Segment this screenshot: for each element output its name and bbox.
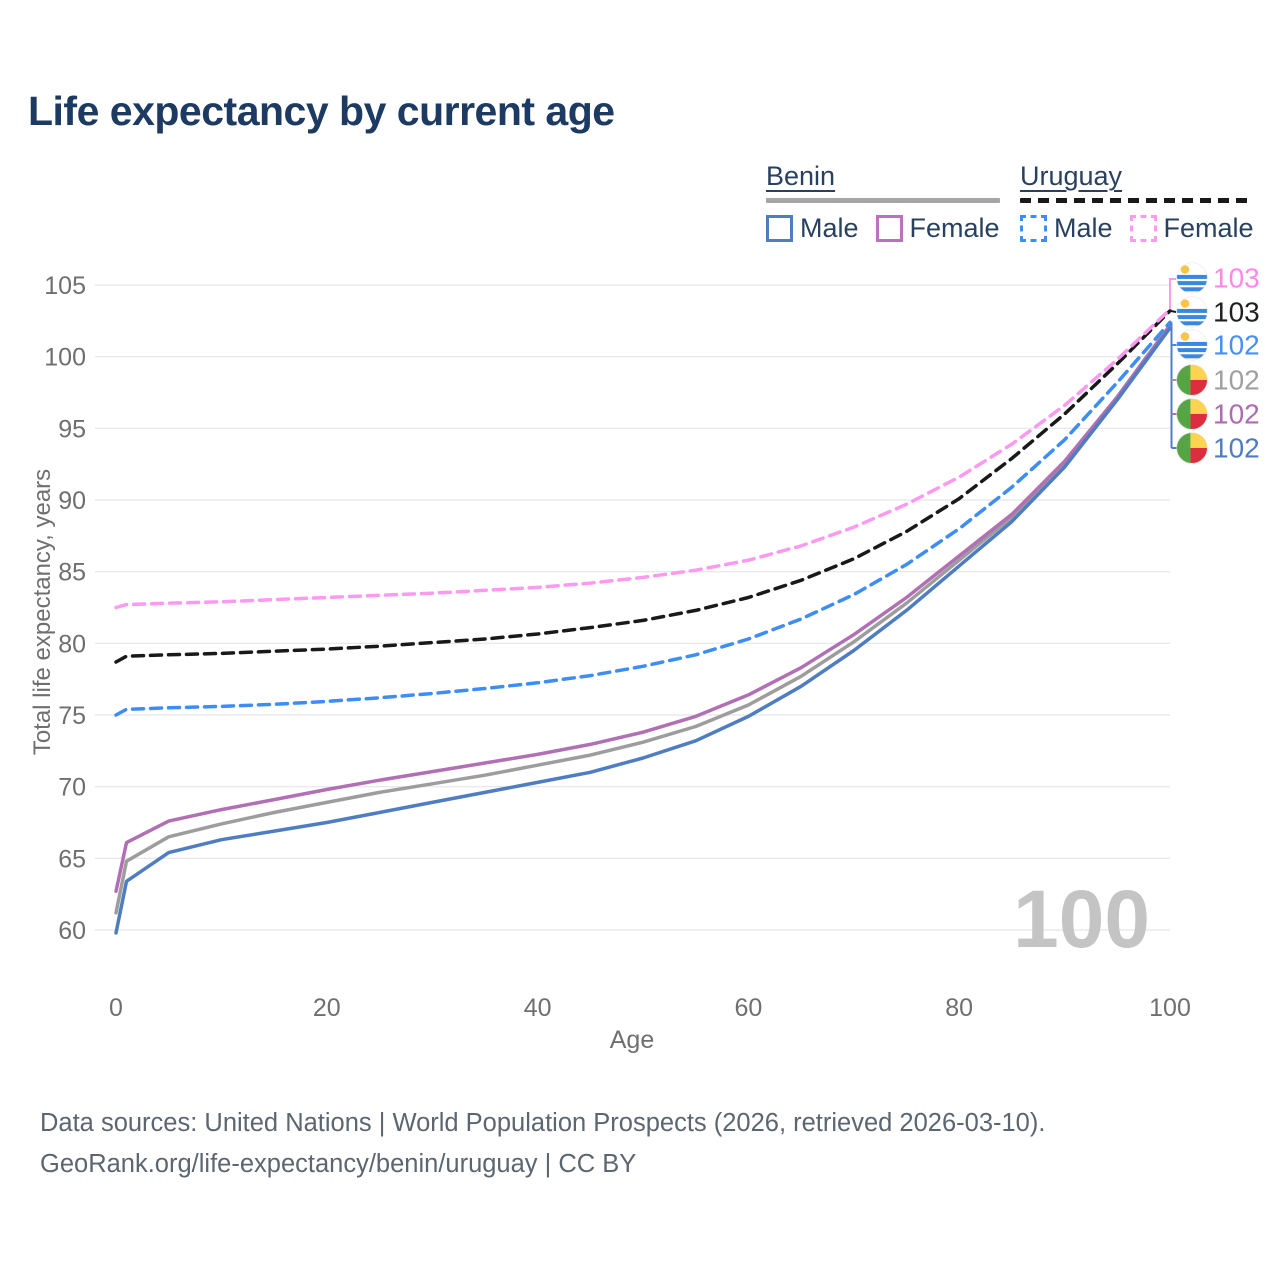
legend-items-uruguay: Male Female	[1020, 213, 1254, 244]
end-label: 102	[1213, 365, 1260, 396]
y-tick-label: 95	[58, 415, 86, 443]
end-label: 102	[1213, 330, 1260, 361]
legend-item-uruguay-male[interactable]: Male	[1020, 213, 1113, 244]
flag-icon-uruguay	[1176, 329, 1208, 361]
footer-source-line: Data sources: United Nations | World Pop…	[40, 1109, 1046, 1137]
flag-icon-uruguay	[1176, 296, 1208, 328]
flag-icon-benin	[1176, 398, 1208, 430]
y-tick-label: 60	[58, 917, 86, 945]
flag-icon-benin	[1176, 432, 1208, 464]
x-tick-label: 100	[1149, 994, 1191, 1022]
x-tick-label: 0	[109, 994, 123, 1022]
page-title: Life expectancy by current age	[28, 88, 615, 134]
legend-item-benin-male-label: Male	[800, 213, 859, 243]
legend-group-uruguay: Uruguay Male Female	[1020, 161, 1254, 244]
legend-country-benin[interactable]: Benin	[766, 161, 1000, 203]
series-line-uruguay-male	[114, 320, 1172, 717]
y-tick-label: 85	[58, 559, 86, 587]
end-label: 102	[1213, 433, 1260, 464]
legend-items-benin: Male Female	[766, 213, 1000, 244]
flag-icon-uruguay	[1176, 262, 1208, 294]
series-line-uruguay-female	[114, 307, 1172, 610]
x-tick-label: 40	[524, 994, 552, 1022]
end-label: 103	[1213, 297, 1260, 328]
legend-item-uruguay-female-label: Female	[1163, 213, 1254, 243]
flag-icon-benin	[1176, 364, 1208, 396]
end-label: 102	[1213, 399, 1260, 430]
y-tick-label: 90	[58, 487, 86, 515]
legend-item-uruguay-male-label: Male	[1054, 213, 1113, 243]
x-axis-title: Age	[609, 1026, 655, 1054]
x-tick-label: 60	[734, 994, 762, 1022]
uruguay-female-swatch-icon	[1129, 215, 1157, 242]
legend-item-benin-male[interactable]: Male	[766, 213, 859, 244]
y-tick-label: 75	[58, 702, 86, 730]
legend-item-benin-female-label: Female	[909, 213, 1000, 243]
legend-country-uruguay[interactable]: Uruguay	[1020, 161, 1254, 203]
x-tick-label: 20	[313, 994, 341, 1022]
footer-url-line: GeoRank.org/life-expectancy/benin/urugua…	[40, 1150, 637, 1178]
y-tick-label: 105	[44, 272, 86, 300]
leader-line-uruguay-female	[1169, 278, 1176, 310]
benin-line-style-swatch	[766, 198, 1000, 203]
footer: Data sources: United Nations | World Pop…	[40, 1103, 1045, 1185]
benin-female-swatch-icon	[875, 215, 903, 242]
y-axis-title: Total life expectancy, years	[29, 468, 56, 756]
benin-male-swatch-icon	[766, 215, 793, 242]
series-line-uruguay-total	[114, 309, 1172, 664]
series-line-benin-total	[114, 324, 1172, 915]
uruguay-male-swatch-icon	[1020, 215, 1047, 242]
y-tick-label: 100	[44, 344, 86, 372]
legend-group-benin: Benin Male Female	[766, 161, 1000, 244]
y-tick-label: 70	[58, 774, 86, 802]
series-line-benin-male	[114, 326, 1172, 935]
legend-item-uruguay-female[interactable]: Female	[1129, 213, 1254, 244]
legend-country-uruguay-label: Uruguay	[1020, 161, 1123, 191]
legend-item-benin-female[interactable]: Female	[875, 213, 1000, 244]
leader-line-uruguay-total	[1169, 309, 1177, 313]
age-watermark: 100	[1013, 874, 1150, 965]
y-tick-label: 65	[58, 845, 86, 873]
y-tick-label: 80	[58, 630, 86, 658]
legend-country-benin-label: Benin	[766, 161, 836, 191]
x-tick-label: 80	[945, 994, 973, 1022]
uruguay-line-style-swatch	[1020, 198, 1254, 203]
series-line-benin-female	[114, 323, 1172, 894]
end-label: 103	[1213, 263, 1260, 294]
